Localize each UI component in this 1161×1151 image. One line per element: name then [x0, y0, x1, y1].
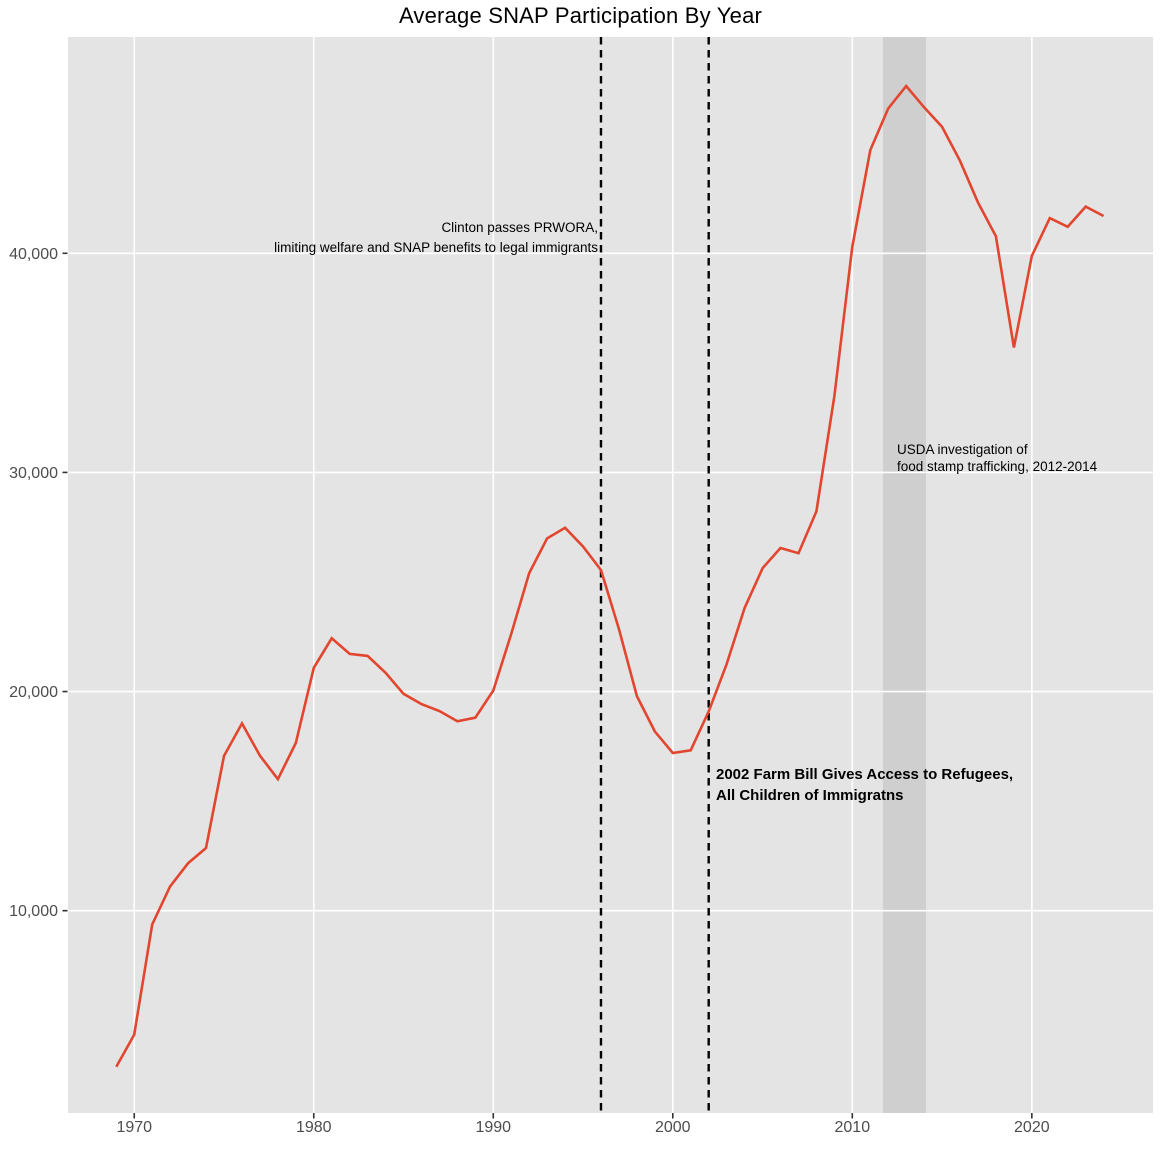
- annotation-usda: USDA investigation of food stamp traffic…: [897, 441, 1097, 475]
- annotation-farm-bill-line2: All Children of Immigratns: [716, 787, 904, 804]
- annotation-prwora-line2: limiting welfare and SNAP benefits to le…: [274, 240, 598, 255]
- y-axis-tick-label: 40,000: [9, 246, 58, 263]
- annotation-prwora-line1: Clinton passes PRWORA,: [441, 220, 598, 235]
- x-axis-tick-label: 2010: [835, 1119, 871, 1136]
- x-axis-tick-label: 1980: [296, 1119, 332, 1136]
- annotation-usda-line1: USDA investigation of: [897, 442, 1028, 457]
- annotation-usda-line2: food stamp trafficking, 2012-2014: [897, 459, 1098, 474]
- annotation-prwora: Clinton passes PRWORA, limiting welfare …: [274, 218, 598, 258]
- x-axis-tick-label: 2020: [1014, 1119, 1050, 1136]
- x-axis-tick-label: 1970: [116, 1119, 152, 1136]
- snap-participation-line: [115, 83, 1105, 1068]
- plot-panel: [68, 37, 1153, 1113]
- usda-investigation-band: [882, 37, 926, 1113]
- x-axis-tick-label: 2000: [655, 1119, 691, 1136]
- x-axis-tick-label: 1990: [475, 1119, 511, 1136]
- y-axis-tick-label: 20,000: [9, 684, 58, 701]
- y-axis-tick-label: 30,000: [9, 465, 58, 482]
- annotation-farm-bill: 2002 Farm Bill Gives Access to Refugees,…: [716, 764, 1013, 806]
- annotation-farm-bill-line1: 2002 Farm Bill Gives Access to Refugees,: [716, 766, 1014, 783]
- chart-title: Average SNAP Participation By Year: [398, 3, 763, 28]
- y-axis-tick-label: 10,000: [9, 903, 58, 920]
